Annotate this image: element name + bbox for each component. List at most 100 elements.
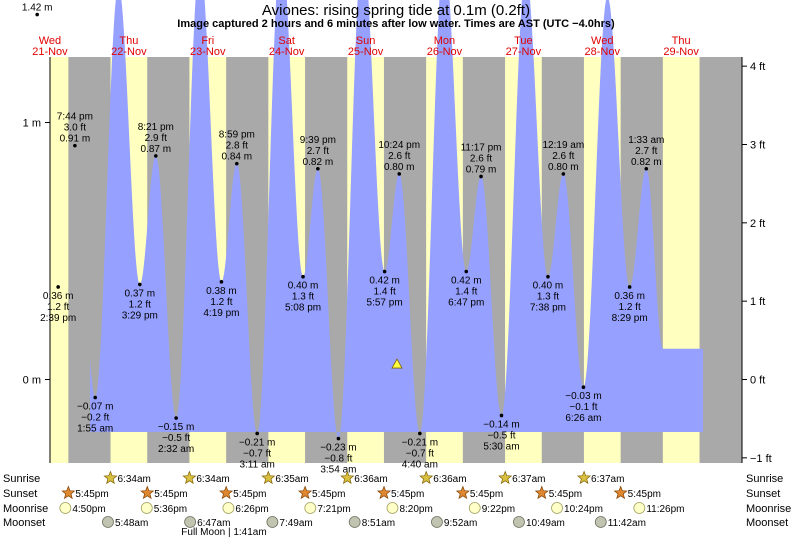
tide-metres: 0.42 m	[451, 276, 482, 287]
tide-metres: 0.40 m	[533, 281, 564, 292]
day-name: Wed	[39, 35, 61, 47]
tide-time: 3:54 am	[320, 465, 356, 476]
day-date: 28-Nov	[585, 46, 621, 58]
sunrise-icon	[103, 470, 118, 485]
sun-moon-table: Sunrise Sunrise Sunset Sunset Moonrise Moonri…	[3, 470, 791, 538]
tide-feet: 4.7 ft	[26, 0, 48, 3]
tide-feet: −0.8 ft	[324, 454, 352, 465]
tide-point	[219, 280, 224, 284]
sunset-time: 5:45pm	[628, 489, 661, 500]
tide-feet: 3.0 ft	[64, 123, 86, 134]
tide-metres: 0.36 m	[43, 291, 74, 302]
moonrise-time: 9:22pm	[482, 504, 515, 515]
tide-water-area	[90, 0, 703, 439]
tide-time: 2:39 pm	[40, 313, 76, 324]
tide-time: 4:40 am	[402, 459, 438, 470]
tide-metres: −0.21 m	[239, 437, 275, 448]
moonset-time: 8:51am	[362, 518, 395, 529]
tide-time: 8:21 pm	[138, 122, 174, 133]
sunrise-icon	[577, 470, 592, 485]
tide-feet: 2.6 ft	[470, 153, 492, 164]
tide-time: 9:39 pm	[300, 135, 336, 146]
tide-point	[138, 282, 142, 287]
tide-feet: −0.7 ft	[406, 448, 434, 459]
moonset-time: 7:49am	[279, 518, 312, 529]
row-label-left: Moonset	[3, 517, 45, 529]
tide-metres: −0.14 m	[483, 419, 519, 430]
tide-feet: 1.2 ft	[47, 302, 69, 313]
day-date: 27-Nov	[506, 46, 542, 58]
tide-time: 6:47 pm	[448, 298, 484, 309]
tide-metres: 0.37 m	[125, 288, 156, 299]
day-date: 29-Nov	[663, 46, 699, 58]
moonset-icon	[594, 516, 607, 528]
sunset-icon	[140, 485, 155, 500]
night-band	[699, 57, 742, 463]
tide-point	[316, 166, 320, 171]
tide-feet: 1.2 ft	[619, 302, 641, 313]
sunrise-time: 6:37am	[591, 474, 624, 485]
tide-point	[93, 395, 98, 400]
moonrise-icon	[222, 502, 235, 514]
sunrise-time: 6:36am	[354, 474, 387, 485]
tide-point	[35, 12, 39, 17]
moonrise-time: 6:26pm	[235, 504, 268, 515]
tide-point	[301, 274, 305, 279]
sunrise-icon	[340, 470, 355, 485]
sunset-time: 5:45pm	[470, 489, 503, 500]
day-date: 22-Nov	[111, 46, 147, 58]
sunset-icon	[298, 485, 313, 500]
tide-point	[581, 385, 586, 390]
right-tick-label: 1 ft	[750, 296, 765, 308]
tide-time: 12:19 am	[542, 140, 584, 151]
sunset-time: 5:45pm	[233, 489, 266, 500]
row-label-left: Sunset	[3, 488, 37, 500]
day-date: 24-Nov	[269, 46, 305, 58]
tide-metres: 0.82 m	[303, 157, 334, 168]
tide-metres: 1.42 m	[22, 3, 53, 14]
row-label-right: Moonrise	[746, 503, 791, 515]
tide-point	[627, 285, 632, 289]
tide-feet: 1.2 ft	[129, 299, 151, 310]
tide-time: 7:44 pm	[57, 112, 93, 123]
tide-point	[174, 416, 178, 420]
tide-feet: −0.7 ft	[243, 448, 271, 459]
tide-point	[546, 274, 550, 279]
moonrise-icon	[59, 502, 72, 514]
row-label-right: Sunset	[746, 488, 780, 500]
moonrise-icon	[551, 502, 563, 514]
day-name: Sat	[278, 35, 295, 47]
moonset-time: 6:47am	[197, 518, 230, 529]
tide-time: 8:29 pm	[612, 313, 648, 324]
tide-time: 11:17 pm	[461, 142, 502, 153]
tide-metres: 0.82 m	[631, 157, 662, 168]
tide-point	[464, 269, 469, 274]
right-tick-label: 3 ft	[750, 139, 765, 151]
row-label-left: Sunrise	[3, 473, 40, 485]
left-tick-label: 0 m	[23, 375, 41, 387]
tide-feet: 1.4 ft	[373, 287, 395, 298]
tide-feet: 1.4 ft	[455, 287, 477, 298]
day-date: 23-Nov	[190, 46, 226, 58]
moonset-icon	[266, 516, 279, 528]
tide-time: 3:11 am	[239, 459, 274, 470]
current-level-marker	[391, 358, 403, 369]
moonrise-icon	[468, 502, 481, 514]
tide-feet: −0.1 ft	[569, 402, 597, 413]
moonset-icon	[102, 516, 114, 528]
moonset-time: 9:52am	[444, 518, 477, 529]
tide-feet: −0.2 ft	[81, 412, 109, 423]
tide-metres: 0.42 m	[369, 276, 400, 287]
day-date: 26-Nov	[427, 46, 463, 58]
tide-feet: −0.5 ft	[487, 430, 515, 441]
sunset-icon	[534, 485, 549, 500]
sunset-icon	[455, 485, 470, 500]
tide-point	[336, 436, 341, 441]
moonrise-time: 10:24pm	[564, 504, 603, 515]
sunset-time: 5:45pm	[549, 489, 582, 500]
sunset-icon	[376, 485, 391, 500]
chart-header: Aviones: rising spring tide at 0.1m (0.2…	[32, 2, 699, 58]
tide-time: 8:59 pm	[219, 130, 255, 141]
tide-metres: −0.15 m	[158, 422, 194, 433]
